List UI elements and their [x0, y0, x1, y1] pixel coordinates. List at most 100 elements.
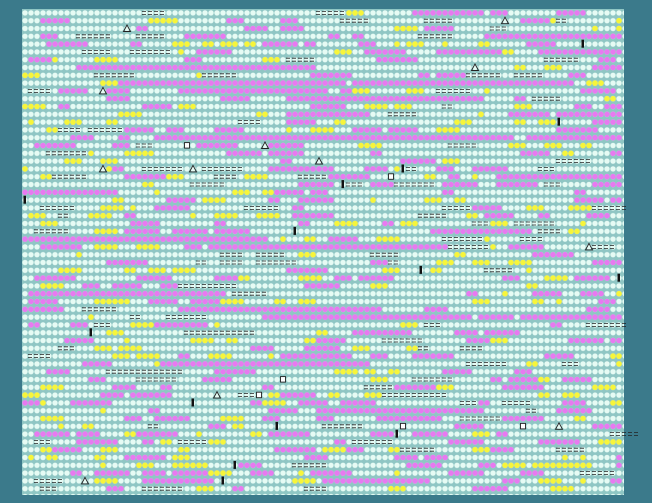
tile-magenta [316, 72, 322, 79]
tile-magenta [412, 462, 418, 469]
tile-magenta [604, 49, 610, 55]
tile-magenta [580, 197, 586, 203]
tile-magenta [136, 41, 142, 47]
tile-magenta [178, 236, 184, 242]
tile-magenta [280, 244, 286, 250]
tile-magenta [214, 64, 220, 71]
tile-magenta [76, 290, 82, 297]
tile-magenta [274, 244, 280, 250]
tile-magenta [292, 119, 298, 125]
tile-yellow [142, 244, 148, 250]
tile-magenta [526, 228, 532, 235]
tile-magenta [412, 407, 418, 414]
tile-magenta [64, 446, 70, 453]
black-marker [401, 164, 404, 173]
tile-magenta [160, 392, 166, 398]
tile-yellow [550, 17, 556, 24]
tile-magenta [166, 431, 172, 437]
tile-yellow [514, 103, 520, 110]
tile-yellow [388, 485, 394, 492]
tile-magenta [412, 478, 418, 484]
tile-magenta [580, 33, 586, 40]
tile-magenta [136, 275, 142, 281]
tile-magenta [238, 150, 244, 157]
tile-magenta [604, 259, 610, 266]
tile-magenta [556, 407, 562, 414]
tile-magenta [298, 446, 304, 453]
tile-magenta [118, 259, 124, 266]
tile-magenta [28, 236, 34, 242]
tile-magenta [286, 134, 292, 141]
tile-yellow [196, 462, 202, 469]
tile-magenta [346, 236, 352, 242]
tile-yellow [184, 462, 190, 469]
tile-magenta [562, 33, 568, 40]
tile-yellow [388, 368, 394, 375]
tile-yellow [220, 298, 226, 305]
tile-magenta [424, 353, 430, 359]
tile-magenta [142, 478, 148, 484]
tile-magenta [562, 376, 568, 383]
tile-magenta [76, 189, 82, 196]
tile-yellow [358, 10, 364, 16]
tile-yellow [340, 368, 346, 375]
tile-yellow [616, 17, 622, 24]
tile-magenta [304, 283, 310, 289]
tile-magenta [214, 228, 220, 235]
tile-magenta [454, 439, 460, 445]
tile-magenta [76, 400, 82, 406]
tile-magenta [346, 306, 352, 313]
tile-magenta [262, 134, 268, 141]
tile-magenta [64, 368, 70, 375]
tile-magenta [532, 181, 538, 188]
tile-yellow [106, 80, 112, 86]
tile-yellow [292, 478, 298, 484]
tile-magenta [256, 244, 262, 250]
tile-magenta [520, 181, 526, 188]
tile-magenta [112, 485, 118, 492]
tile-magenta [76, 41, 82, 47]
tile-magenta [292, 205, 298, 211]
tile-magenta [442, 25, 448, 32]
tile-yellow [310, 478, 316, 484]
tile-magenta [142, 439, 148, 445]
tile-magenta [388, 80, 394, 86]
tile-magenta [280, 80, 286, 86]
tile-magenta [514, 228, 520, 235]
tile-magenta [82, 283, 88, 289]
tile-yellow [280, 236, 286, 242]
tile-magenta [52, 431, 58, 437]
tile-magenta [58, 368, 64, 375]
tile-magenta [478, 439, 484, 445]
tile-magenta [526, 41, 532, 47]
tile-magenta [382, 407, 388, 414]
tile-magenta [388, 275, 394, 281]
tile-magenta [412, 127, 418, 133]
tile-magenta [244, 25, 250, 32]
tile-magenta [508, 80, 514, 86]
tile-yellow [40, 283, 46, 289]
tile-magenta [154, 205, 160, 211]
tile-magenta [478, 205, 484, 211]
black-marker [617, 273, 620, 282]
tile-yellow [112, 205, 118, 211]
tile-yellow [262, 212, 268, 219]
tile-magenta [592, 314, 598, 320]
tile-yellow [544, 462, 550, 469]
tile-yellow [106, 158, 112, 164]
tile-magenta [346, 353, 352, 359]
tile-yellow [610, 353, 616, 359]
tile-magenta [58, 189, 64, 196]
tile-magenta [592, 134, 598, 141]
tile-magenta [430, 462, 436, 469]
tile-yellow [382, 236, 388, 242]
tile-magenta [268, 314, 274, 320]
tile-magenta [316, 166, 322, 172]
tile-magenta [64, 142, 70, 149]
tile-yellow [376, 283, 382, 289]
tile-magenta [40, 244, 46, 250]
tile-magenta [586, 290, 592, 297]
tile-magenta [160, 134, 166, 141]
tile-magenta [334, 478, 340, 484]
tile-yellow [100, 462, 106, 469]
